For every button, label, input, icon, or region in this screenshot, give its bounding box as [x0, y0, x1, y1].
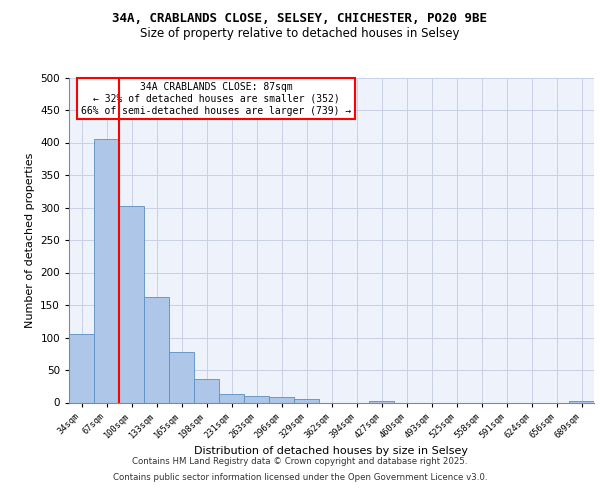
Bar — [69, 334, 94, 402]
Text: Size of property relative to detached houses in Selsey: Size of property relative to detached ho… — [140, 28, 460, 40]
Bar — [569, 400, 594, 402]
Text: Contains public sector information licensed under the Open Government Licence v3: Contains public sector information licen… — [113, 472, 487, 482]
Bar — [219, 394, 244, 402]
Bar — [94, 139, 119, 402]
Text: 34A CRABLANDS CLOSE: 87sqm
← 32% of detached houses are smaller (352)
66% of sem: 34A CRABLANDS CLOSE: 87sqm ← 32% of deta… — [81, 82, 351, 116]
X-axis label: Distribution of detached houses by size in Selsey: Distribution of detached houses by size … — [194, 446, 469, 456]
Y-axis label: Number of detached properties: Number of detached properties — [25, 152, 35, 328]
Bar — [369, 401, 394, 402]
Text: 34A, CRABLANDS CLOSE, SELSEY, CHICHESTER, PO20 9BE: 34A, CRABLANDS CLOSE, SELSEY, CHICHESTER… — [113, 12, 487, 26]
Bar — [269, 398, 294, 402]
Bar — [244, 396, 269, 402]
Bar — [294, 399, 319, 402]
Bar — [169, 352, 194, 403]
Bar — [194, 379, 219, 402]
Bar — [119, 206, 144, 402]
Text: Contains HM Land Registry data © Crown copyright and database right 2025.: Contains HM Land Registry data © Crown c… — [132, 458, 468, 466]
Bar — [144, 296, 169, 403]
